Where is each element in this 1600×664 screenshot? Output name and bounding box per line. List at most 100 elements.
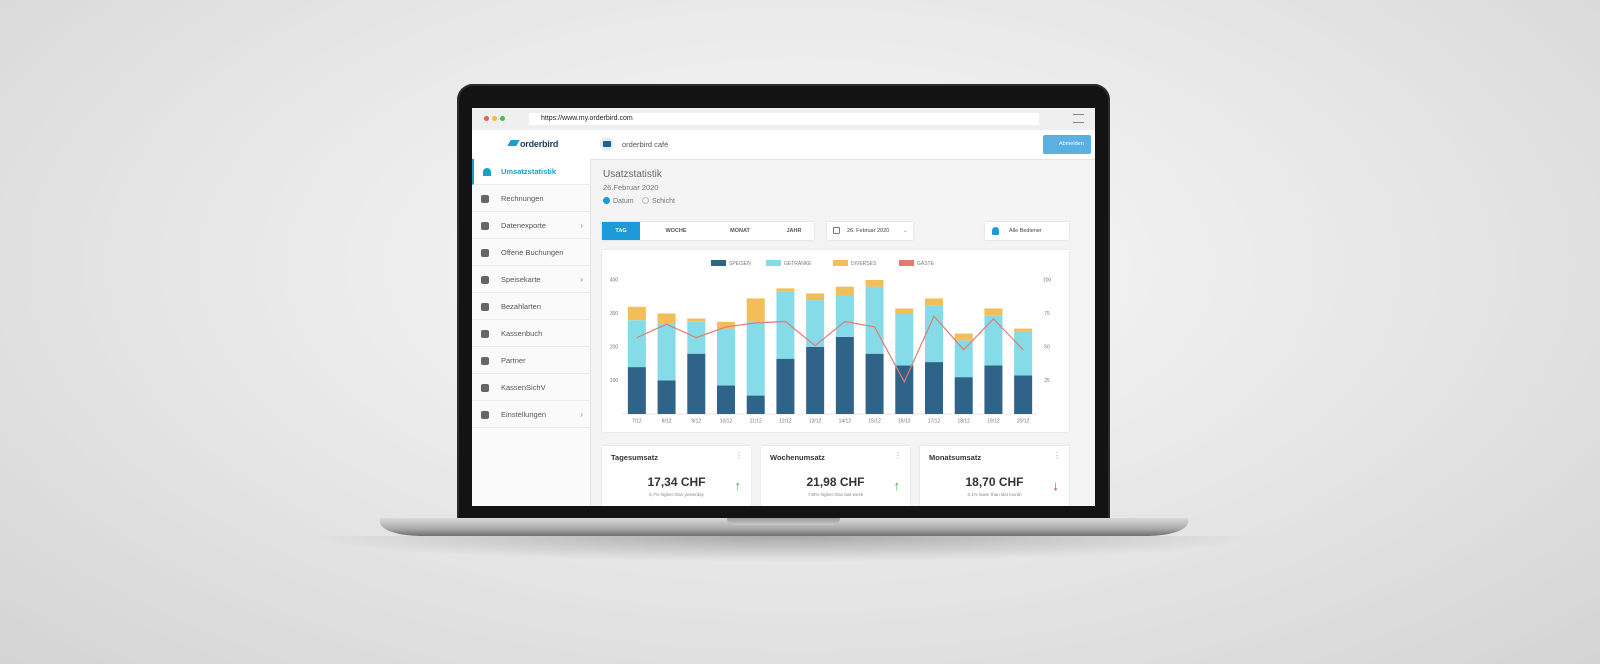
logo[interactable]: orderbird	[520, 139, 559, 149]
kpi-note: 3,1% lower than last month	[967, 492, 1022, 497]
y-tick-label: 200	[610, 344, 619, 350]
tab[interactable]: JAHR	[786, 228, 802, 234]
bar-segment	[627, 306, 646, 321]
close-dot[interactable]	[484, 116, 489, 121]
sidebar-label: Umsatzstatistik	[501, 167, 557, 176]
minimize-dot[interactable]	[492, 116, 497, 121]
y-tick-label: 400	[610, 277, 619, 283]
sidebar-icon	[481, 330, 489, 338]
x-tick-label: 14/12	[839, 418, 852, 424]
kpi-menu[interactable]: ⋮	[1053, 451, 1061, 460]
sidebar-item[interactable]: KassenSichV	[472, 375, 590, 401]
y2-tick-label: 25	[1044, 378, 1050, 384]
radio-label: Datum	[613, 198, 634, 205]
legend-swatch	[766, 260, 781, 266]
legend-label: DIVERSES	[851, 261, 877, 267]
laptop-notch	[727, 518, 840, 525]
sidebar-label: Kassenbuch	[501, 329, 543, 338]
kpi-title: Wochenumsatz	[770, 453, 825, 462]
bar-segment	[895, 308, 914, 314]
sidebar-label: KassenSichV	[501, 383, 546, 392]
kpi-title: Monatsumsatz	[929, 453, 982, 462]
bar-segment	[806, 293, 825, 301]
line-series	[636, 315, 1024, 384]
sidebar-item[interactable]: Partner	[472, 348, 590, 374]
sidebar-item[interactable]: Einstellungen ›	[472, 402, 590, 428]
radio[interactable]: Schicht	[642, 197, 675, 205]
legend-swatch	[899, 260, 914, 266]
sidebar-label: Partner	[501, 356, 526, 365]
chevron: ›	[580, 410, 583, 419]
sidebar-icon	[481, 195, 489, 203]
laptop-base	[380, 518, 1188, 536]
sidebar-item[interactable]: Rechnungen	[472, 186, 590, 212]
bar-segment	[1014, 331, 1033, 376]
sidebar-item[interactable]: Speisekarte ›	[472, 267, 590, 293]
sidebar-item[interactable]: Offene Buchungen	[472, 240, 590, 266]
bar-segment	[717, 328, 735, 386]
sidebar-item[interactable]: Bezahlarten	[472, 294, 590, 320]
x-tick-label: 8/12	[662, 418, 672, 424]
sidebar-item[interactable]: Kassenbuch	[472, 321, 590, 347]
tab[interactable]: MONAT	[730, 228, 750, 234]
x-tick-label: 13/12	[809, 418, 822, 424]
tab[interactable]: WOCHE	[665, 228, 687, 234]
sidebar-icon	[481, 249, 489, 257]
bar-segment	[984, 365, 1003, 414]
menu-icon[interactable]	[1073, 114, 1084, 123]
y2-tick-label: 50	[1044, 344, 1050, 350]
logo-bird	[507, 140, 520, 146]
url-field[interactable]: https://www.my.orderbird.com	[529, 113, 1039, 125]
bar-segment	[776, 358, 795, 414]
bar-segment	[746, 321, 765, 396]
bar-segment	[925, 362, 943, 414]
bar-segment	[717, 385, 735, 414]
radio-label: Schicht	[652, 198, 675, 205]
venue-icon	[600, 137, 614, 151]
legend-swatch	[833, 260, 848, 266]
dropdown-icon: ⌄	[903, 228, 908, 234]
sidebar-label: Rechnungen	[501, 194, 544, 203]
bar-segment	[954, 340, 973, 378]
legend-label: GETRÄNKE	[784, 260, 812, 267]
legend-label: GÄSTE	[917, 260, 935, 267]
sidebar-item[interactable]: Umsatzstatistik	[472, 159, 590, 185]
y2-tick-label: 75	[1044, 311, 1050, 317]
kpi-menu[interactable]: ⋮	[735, 451, 743, 460]
kpi-value: 18,70 CHF	[965, 475, 1024, 489]
legend-swatch	[711, 260, 726, 266]
staff-filter-label: Alle Bediener	[1009, 228, 1042, 234]
legend-label: SPEISEN	[729, 261, 751, 267]
x-tick-label: 16/12	[898, 418, 911, 424]
chart: 100 200 300 400 25 50 75 100 SPEISEN GETRÄNKE DIVE…	[610, 260, 1052, 425]
chart-panel: 100 200 300 400 25 50 75 100 SPEISEN GETRÄNKE DIVE…	[602, 250, 1069, 432]
kpi-title: Tagesumsatz	[611, 453, 658, 462]
main: Usatzstatistik 26.Februar 2020 Datum Sch…	[590, 159, 1095, 506]
x-tick-label: 7/12	[632, 418, 642, 424]
bar-segment	[776, 291, 795, 359]
sidebar: Umsatzstatistik Rechnungen Datenexporte › Of…	[472, 159, 591, 506]
sidebar-item[interactable]: Datenexporte ›	[472, 213, 590, 239]
logout-button[interactable]: Abmelden	[1043, 135, 1091, 154]
bar-segment	[925, 298, 943, 306]
staff-filter[interactable]: Alle Bediener	[985, 222, 1069, 240]
radio[interactable]: Datum	[603, 197, 634, 205]
x-tick-label: 19/12	[987, 418, 1000, 424]
bar-segment	[776, 288, 795, 292]
shadow	[300, 536, 1268, 562]
chevron: ›	[580, 221, 583, 230]
y-tick-label: 300	[610, 311, 619, 317]
bar-segment	[865, 280, 884, 287]
bar-segment	[954, 377, 973, 414]
date-picker[interactable]: 26. Februar 2020 ⌄	[827, 222, 913, 240]
tab[interactable]: TAG	[602, 222, 640, 240]
app-header: orderbird orderbird café Abmelden	[472, 130, 1095, 160]
bar-segment	[835, 286, 854, 296]
bar-segment	[925, 305, 943, 363]
period-tabs: TAG WOCHE MONAT JAHR	[602, 222, 814, 240]
kpi-value: 17,34 CHF	[647, 475, 706, 489]
bar-segment	[627, 320, 646, 368]
venue-name[interactable]: orderbird café	[622, 140, 669, 149]
zoom-dot[interactable]	[500, 116, 505, 121]
kpi-menu[interactable]: ⋮	[894, 451, 902, 460]
